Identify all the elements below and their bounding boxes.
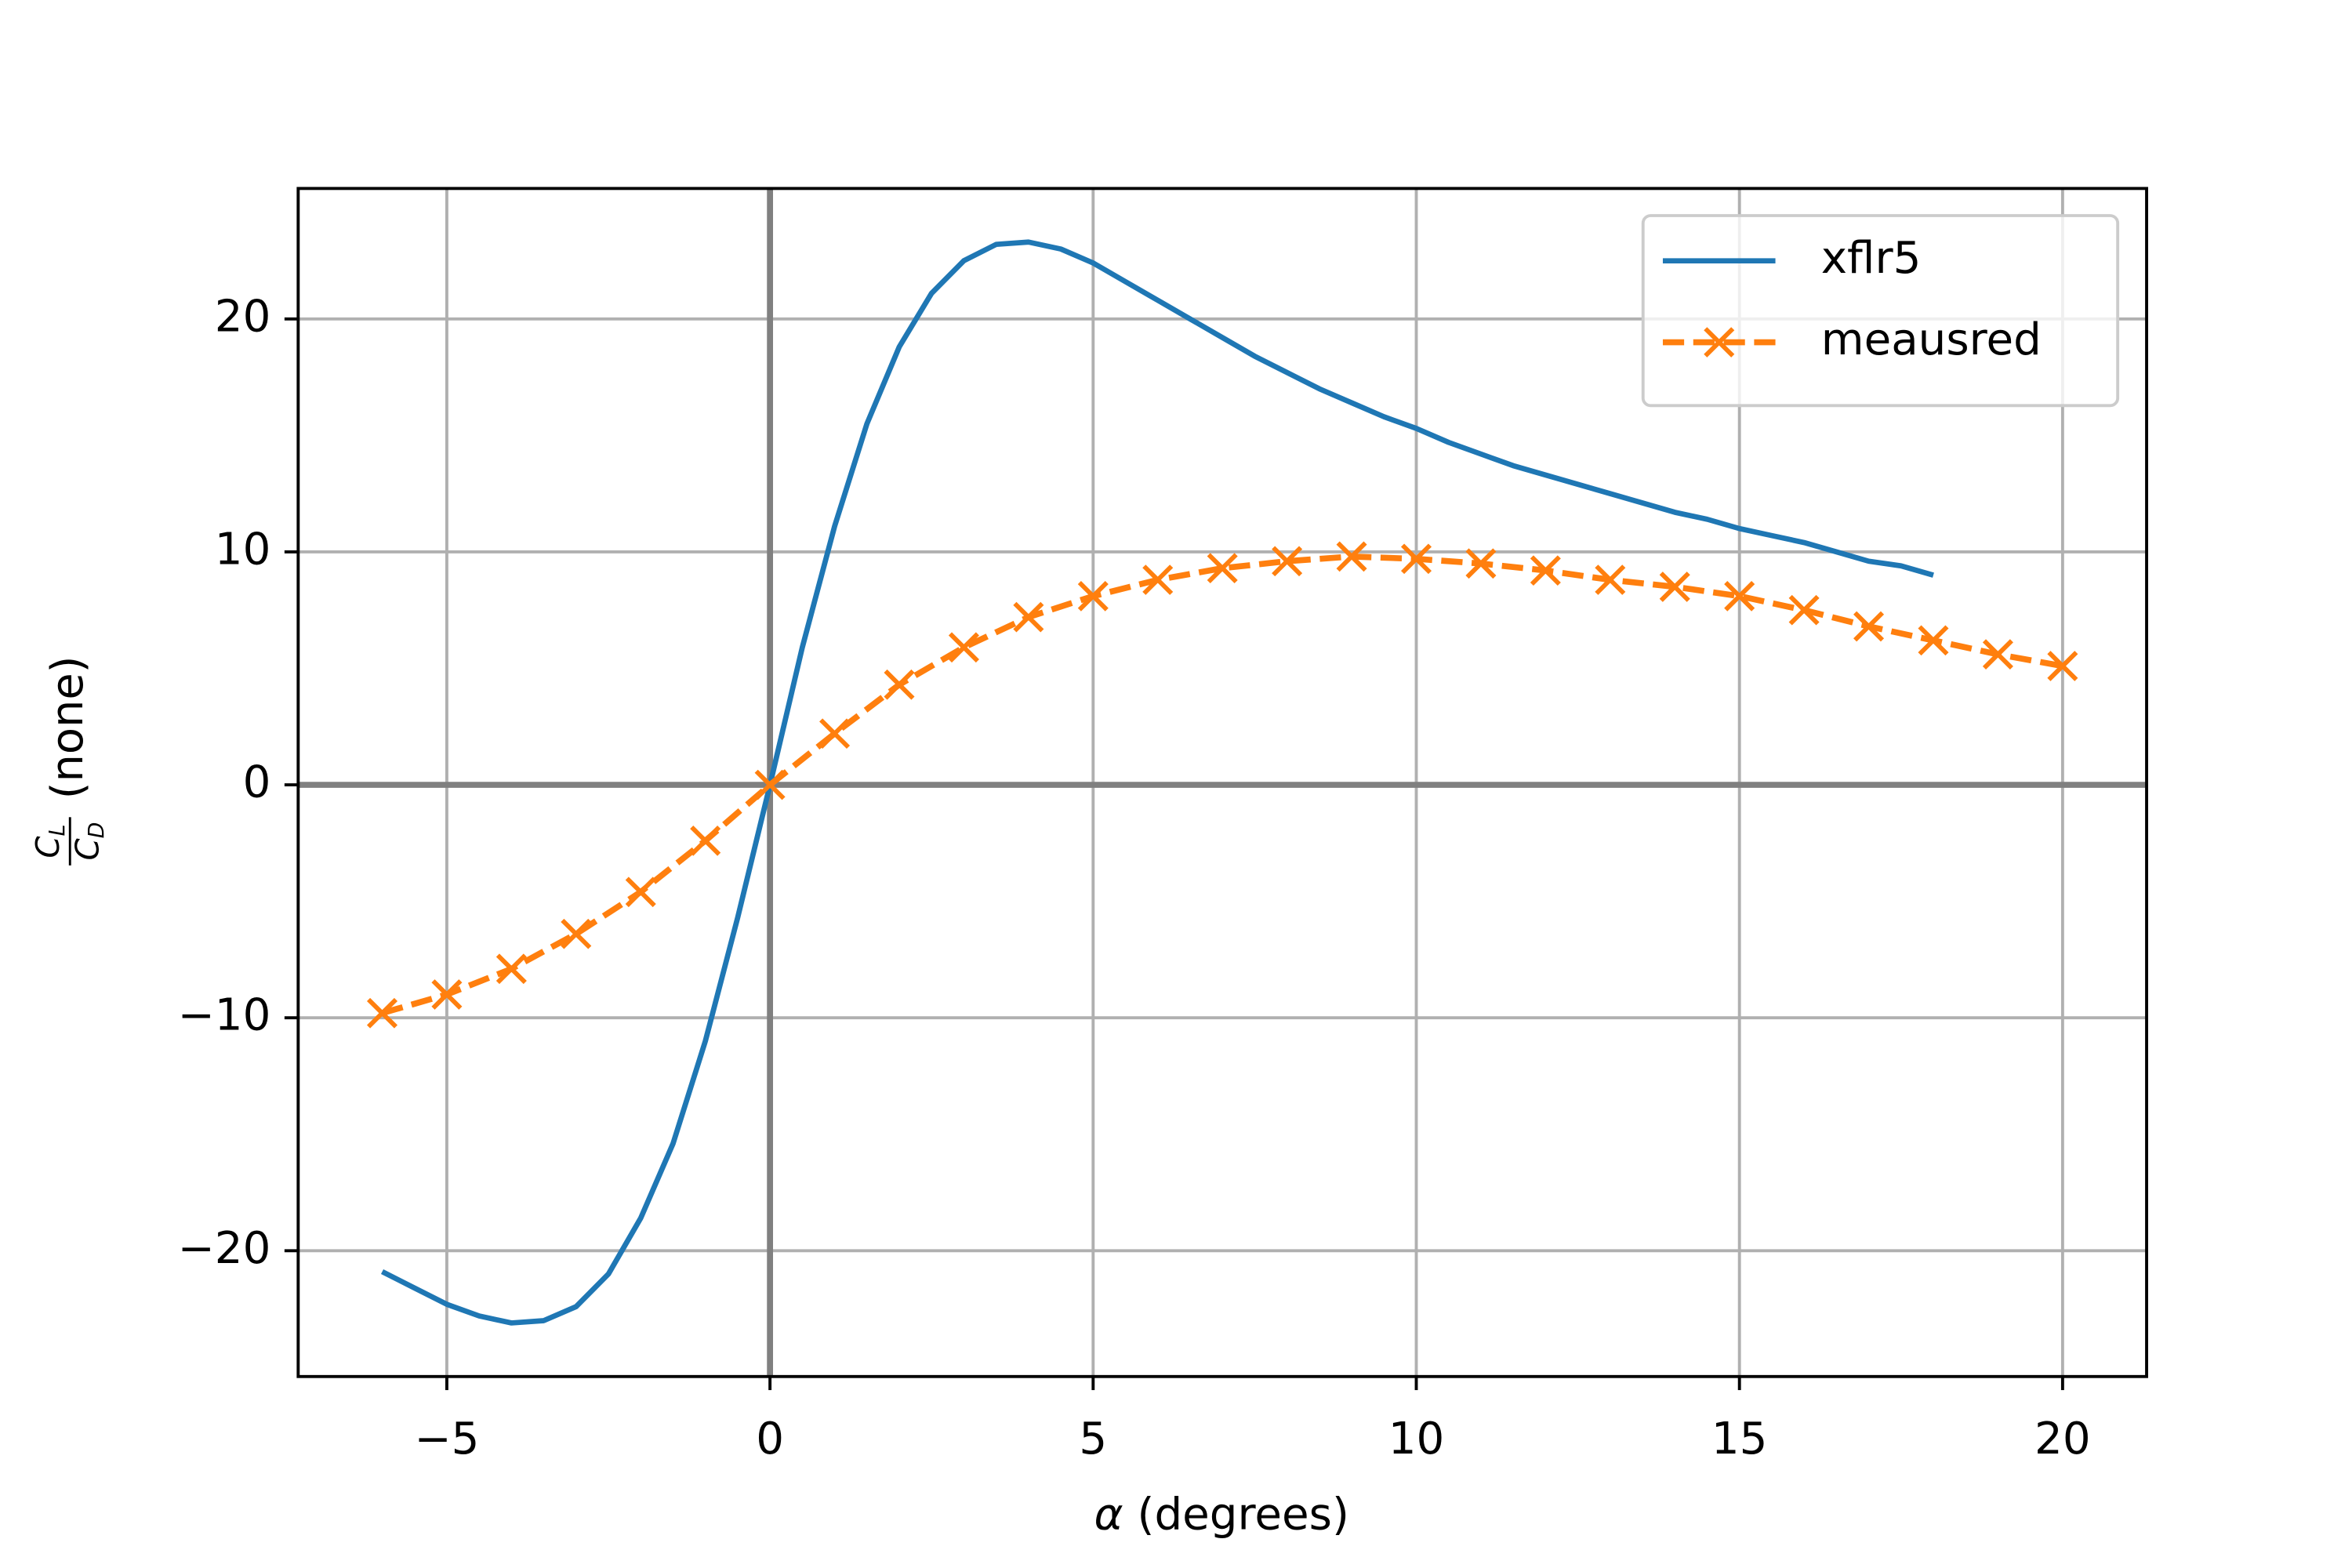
marker (1918, 625, 1949, 656)
marker (819, 718, 851, 750)
y-label-num: CL (29, 824, 69, 858)
legend-label: meausred (1821, 314, 2042, 365)
y-tick-label: 20 (215, 292, 271, 343)
x-tick-label: 15 (1711, 1414, 1768, 1465)
marker (1704, 327, 1735, 358)
legend: xflr5 meausred (1641, 214, 2120, 408)
marker (948, 632, 979, 663)
ticks: −5 0 5 10 15 20 −20 −10 0 10 20 (178, 292, 2091, 1465)
x-tick-label: 10 (1388, 1414, 1445, 1465)
y-tick-label: 10 (215, 524, 271, 575)
marker (2047, 651, 2078, 681)
axes-frame (296, 187, 2148, 1378)
x-tick-label: −5 (414, 1414, 479, 1465)
x-axis-label: α (degrees) (1094, 1489, 1349, 1540)
marker (1013, 601, 1044, 633)
x-label-text: (degrees) (1138, 1489, 1349, 1540)
series-line (381, 554, 2063, 1016)
marker (1142, 564, 1174, 595)
marker (1400, 543, 1432, 575)
marker (1336, 541, 1367, 572)
marker (754, 769, 786, 800)
marker (1595, 564, 1626, 595)
y-axis-label: CL CD (none) (29, 656, 109, 866)
y-label-num-sub: L (45, 824, 69, 836)
marker (1788, 594, 1820, 626)
marker (1530, 555, 1561, 586)
marker (561, 918, 592, 949)
x-tick-label: 20 (2034, 1414, 2091, 1465)
marker (625, 877, 656, 908)
marker (1272, 546, 1303, 577)
marker (431, 979, 463, 1010)
marker (1207, 553, 1238, 584)
legend-label: xflr5 (1821, 233, 1922, 284)
x-label-symbol: α (1094, 1489, 1123, 1540)
marker (1982, 639, 2013, 670)
y-tick-label: 0 (243, 757, 271, 808)
y-label-den-sub: D (85, 822, 109, 839)
y-label-num-base: C (29, 836, 67, 858)
marker (1465, 548, 1497, 579)
x-tick-label: 0 (756, 1414, 784, 1465)
marker (1853, 611, 1885, 642)
marker (1077, 581, 1109, 612)
x-tick-label: 5 (1079, 1414, 1107, 1465)
marker (690, 826, 721, 856)
y-label-den: CD (68, 822, 108, 861)
marker (495, 953, 527, 985)
marker (884, 669, 915, 700)
plot (366, 239, 2078, 1326)
series-line (380, 239, 1934, 1326)
y-tick-label: −20 (178, 1223, 271, 1274)
y-tick-label: −10 (178, 990, 271, 1041)
y-label-unit: (none) (42, 656, 93, 800)
marker (1724, 581, 1755, 612)
marker (366, 997, 398, 1029)
y-label-den-base: C (68, 838, 106, 861)
marker (1659, 572, 1690, 602)
